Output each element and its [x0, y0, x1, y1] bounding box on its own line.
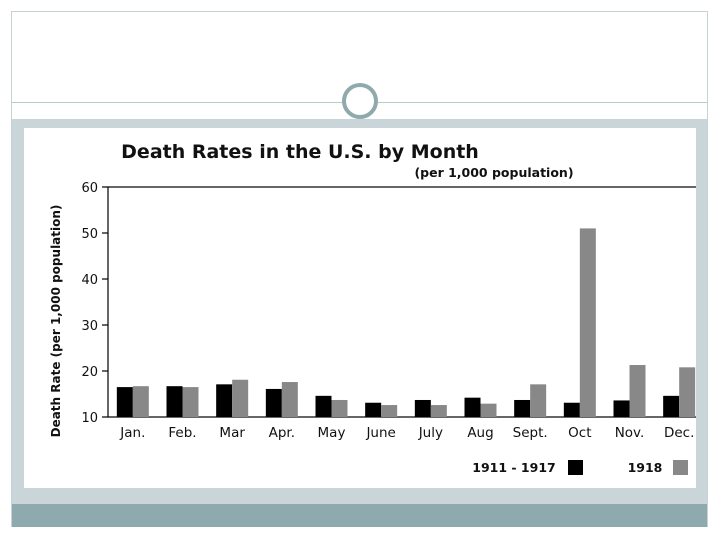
x-tick-label-3: Apr. — [269, 425, 295, 441]
content-band: Death Rates in the U.S. by Month (per 1,… — [12, 119, 707, 504]
y-tick-label-40: 40 — [81, 273, 98, 288]
x-tick-label-5: June — [365, 425, 395, 441]
y-axis-ticks: 10 20 30 40 50 60 — [81, 181, 108, 426]
bar-1911-1917-3 — [265, 388, 282, 417]
x-tick-label-11: Dec. — [664, 425, 694, 441]
x-tick-label-10: Nov. — [615, 425, 645, 441]
bar-1918-2 — [232, 379, 249, 417]
x-tick-label-0: Jan. — [119, 425, 145, 441]
plot-frame — [107, 186, 705, 418]
bar-1918-11 — [679, 367, 696, 417]
chart-panel: Death Rates in the U.S. by Month (per 1,… — [24, 128, 705, 488]
bars — [116, 228, 696, 417]
bar-1911-1917-2 — [216, 384, 233, 417]
y-axis-label: Death Rate (per 1,000 population) — [49, 205, 63, 438]
bar-1918-1 — [182, 387, 199, 417]
bar-1918-0 — [132, 386, 149, 417]
chart-subtitle: (per 1,000 population) — [414, 165, 573, 180]
x-tick-label-4: May — [318, 425, 346, 441]
bar-1911-1917-11 — [663, 395, 680, 417]
x-tick-label-9: Oct — [568, 425, 591, 441]
legend-swatch-1918 — [673, 460, 688, 475]
bar-1918-9 — [579, 228, 596, 417]
bar-1918-3 — [281, 382, 298, 417]
y-tick-label-10: 10 — [81, 411, 98, 426]
bar-1911-1917-9 — [563, 402, 580, 417]
bar-1918-5 — [381, 405, 398, 417]
bar-1911-1917-8 — [514, 399, 531, 417]
bar-1911-1917-7 — [464, 397, 481, 417]
y-tick-label-50: 50 — [81, 227, 98, 242]
x-tick-label-8: Sept. — [513, 425, 548, 441]
x-tick-label-2: Mar — [219, 425, 245, 441]
bar-1911-1917-0 — [116, 387, 133, 417]
x-tick-label-6: July — [418, 425, 443, 441]
bar-1911-1917-10 — [613, 400, 630, 417]
bar-1911-1917-4 — [315, 395, 332, 417]
bar-1918-4 — [331, 399, 348, 417]
bar-1911-1917-1 — [166, 386, 183, 417]
legend-label-1918: 1918 — [628, 460, 663, 475]
x-tick-label-7: Aug — [467, 425, 493, 441]
chart-title: Death Rates in the U.S. by Month — [121, 141, 479, 163]
legend-label-1911-1917: 1911 - 1917 — [472, 460, 555, 475]
bar-1918-8 — [530, 384, 547, 417]
x-tick-label-1: Feb. — [168, 425, 196, 441]
circle-ornament-icon — [342, 83, 378, 119]
y-tick-label-60: 60 — [81, 181, 98, 196]
legend: 1911 - 1917 1918 — [472, 460, 688, 475]
slide: Death Rates in the U.S. by Month (per 1,… — [11, 11, 708, 527]
y-tick-label-20: 20 — [81, 365, 98, 380]
legend-swatch-1911-1917 — [568, 460, 583, 475]
bar-1911-1917-6 — [414, 399, 431, 417]
death-rate-chart: Death Rates in the U.S. by Month (per 1,… — [49, 141, 705, 475]
footer-band — [12, 504, 707, 527]
bar-1918-10 — [629, 365, 646, 417]
bar-1918-7 — [480, 403, 497, 417]
bar-1918-6 — [430, 405, 447, 417]
bar-1911-1917-5 — [365, 402, 382, 417]
y-tick-label-30: 30 — [81, 319, 98, 334]
x-axis-ticks: Jan. Feb. Mar Apr. May June July Aug Sept. Oct Nov… — [119, 425, 694, 441]
